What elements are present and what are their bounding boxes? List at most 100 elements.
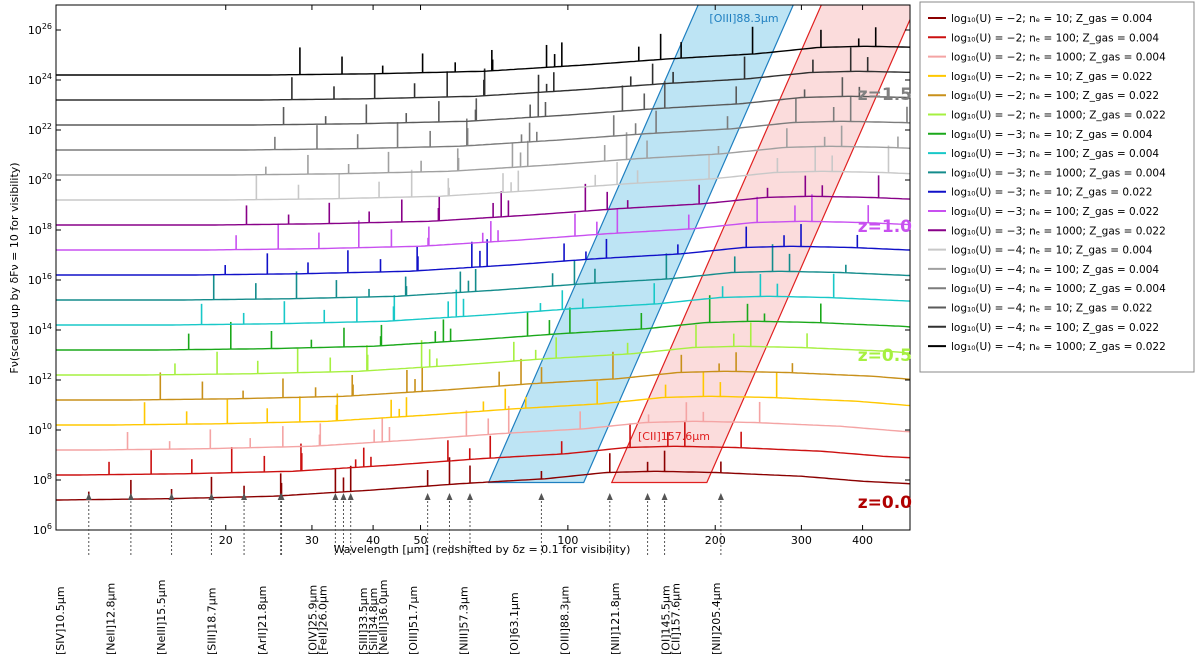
line-arrow (332, 493, 339, 500)
line-label: [SIV]10.5μm (54, 586, 67, 655)
series-line (56, 120, 910, 151)
line-labels: [SIV]10.5μm [NeII]12.8μm [NeIII]15.5μm [SII… (54, 12, 912, 655)
plot-area (56, 5, 910, 501)
legend-entry: log₁₀(U) = −4; nₑ = 1000; Z_gas = 0.004 (951, 283, 1166, 295)
series-line (56, 145, 910, 176)
line-arrow (168, 493, 175, 500)
y-tick-label: 1012 (28, 372, 52, 387)
legend-entry: log₁₀(U) = −3; nₑ = 10; Z_gas = 0.004 (951, 129, 1153, 141)
series-line (56, 345, 910, 376)
legend-entry: log₁₀(U) = −4; nₑ = 10; Z_gas = 0.004 (951, 245, 1153, 257)
line-arrow (127, 493, 134, 500)
x-tick-label: 50 (414, 534, 428, 547)
y-tick-label: 1022 (28, 122, 52, 137)
spectra-group (56, 5, 910, 501)
x-tick-label: 200 (705, 534, 726, 547)
line-arrow (340, 493, 347, 500)
y-tick-label: 1014 (28, 322, 52, 337)
legend-entry: log₁₀(U) = −3; nₑ = 10; Z_gas = 0.022 (951, 187, 1152, 199)
line-arrow (424, 493, 431, 500)
series-line (56, 395, 910, 426)
y-tick-label: 108 (33, 472, 52, 487)
line-label: [OI]63.1μm (508, 592, 521, 655)
x-tick-label: 20 (219, 534, 233, 547)
legend-entry: log₁₀(U) = −3; nₑ = 1000; Z_gas = 0.004 (951, 167, 1166, 179)
line-arrow (466, 493, 473, 500)
x-tick-label: 40 (366, 534, 380, 547)
series-line (56, 95, 910, 126)
line-label: [NII]121.8μm (609, 582, 622, 655)
line-label: [NII]205.4μm (710, 582, 723, 655)
line-arrow (208, 493, 215, 500)
line-arrow (644, 493, 651, 500)
line-label: [NIII]57.3μm (458, 586, 471, 655)
series-line (56, 370, 910, 401)
legend-entry: log₁₀(U) = −3; nₑ = 1000; Z_gas = 0.022 (951, 225, 1166, 237)
line-arrow (717, 493, 724, 500)
series-line (56, 445, 910, 476)
series-line (56, 245, 910, 276)
line-label: [NeIII]15.5μm (155, 579, 168, 655)
legend-entry: log₁₀(U) = −4; nₑ = 10; Z_gas = 0.022 (951, 303, 1152, 315)
line-label: [SiII]34.8μm (367, 588, 380, 655)
y-tick-label: 106 (33, 522, 52, 537)
x-tick-label: 300 (791, 534, 812, 547)
legend-entry: log₁₀(U) = −3; nₑ = 100; Z_gas = 0.004 (951, 148, 1159, 160)
line-label: [NeIII]36.0μm (377, 579, 390, 655)
legend-box (919, 1, 1195, 373)
legend-entry: log₁₀(U) = −4; nₑ = 100; Z_gas = 0.022 (951, 322, 1159, 334)
redshift-label: z=0.0 (858, 493, 912, 513)
band-label: [CII]157.6μm (638, 430, 710, 443)
series-line (56, 70, 910, 101)
line-arrow (85, 493, 92, 500)
series-line (56, 470, 910, 501)
y-tick-label: 1020 (28, 172, 52, 187)
series-line (56, 420, 910, 451)
legend-entry: log₁₀(U) = −2; nₑ = 10; Z_gas = 0.004 (951, 13, 1153, 25)
legend-entry: log₁₀(U) = −4; nₑ = 100; Z_gas = 0.004 (951, 264, 1159, 276)
redshift-label: z=0.5 (858, 346, 912, 366)
redshift-label: z=1.5 (858, 85, 912, 105)
line-label: [SIII]18.7μm (205, 587, 218, 655)
line-label: [OIII]51.7μm (407, 586, 420, 655)
line-label: [NeII]12.8μm (104, 583, 117, 655)
y-tick-label: 1016 (28, 272, 52, 287)
legend-entry: log₁₀(U) = −2; nₑ = 1000; Z_gas = 0.004 (951, 52, 1166, 64)
series-line (56, 45, 910, 76)
line-label: [ArII]21.8μm (256, 586, 269, 655)
series-line (56, 295, 910, 326)
legend-entry: log₁₀(U) = −3; nₑ = 100; Z_gas = 0.022 (951, 206, 1159, 218)
line-arrow (241, 493, 248, 500)
axes-frame (55, 4, 911, 531)
y-tick-label: 1024 (28, 72, 52, 87)
redshift-band (487, 5, 794, 484)
line-arrow (538, 493, 545, 500)
series-line (56, 270, 910, 301)
y-tick-label: 1010 (28, 422, 52, 437)
line-arrow (278, 493, 285, 500)
redshift-label: z=1.0 (858, 217, 912, 237)
x-axis-label: Wavelength [μm] (redshifted by δz = 0.1 … (334, 543, 631, 556)
series-line (56, 320, 910, 351)
line-arrow (661, 493, 668, 500)
legend-entry: log₁₀(U) = −2; nₑ = 10; Z_gas = 0.022 (951, 71, 1152, 83)
x-tick-label: 30 (305, 534, 319, 547)
series-line (56, 170, 910, 201)
line-label: [CII]157.6μm (670, 583, 683, 655)
line-arrow (606, 493, 613, 500)
line-label: [OI]145.5μm (660, 585, 673, 655)
y-tick-label: 1026 (28, 22, 52, 37)
axes: 106 108 1010 1012 1014 1016 1018 1020 1022 1024 10… (28, 4, 911, 547)
line-label: [SIII]33.5μm (357, 587, 370, 655)
line-label: [OIII]88.3μm (559, 586, 572, 655)
line-label: [OIV]25.9μm (306, 585, 319, 655)
line-arrow (446, 493, 453, 500)
x-tick-label: 100 (557, 534, 578, 547)
legend-entry: log₁₀(U) = −2; nₑ = 1000; Z_gas = 0.022 (951, 110, 1166, 122)
y-tick-label: 1018 (28, 222, 52, 237)
legend-entry: log₁₀(U) = −2; nₑ = 100; Z_gas = 0.022 (951, 90, 1159, 102)
legend-entry: log₁₀(U) = −2; nₑ = 100; Z_gas = 0.004 (951, 32, 1159, 44)
redshift-band (610, 5, 910, 484)
band-label: [OIII]88.3μm (709, 12, 778, 25)
